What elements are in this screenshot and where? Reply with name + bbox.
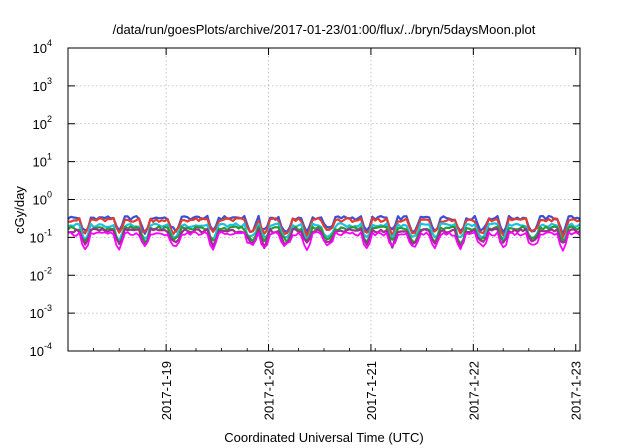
grid — [68, 48, 580, 351]
x-tick-label: 2017-1-22 — [466, 361, 481, 420]
y-tick-exponent: -4 — [44, 341, 52, 351]
plot-border — [67, 47, 581, 352]
y-tick-exponent: 0 — [47, 190, 52, 200]
y-tick-exponent: -2 — [44, 265, 52, 275]
y-tick-exponent: 3 — [47, 76, 52, 86]
axes — [67, 47, 581, 352]
y-tick-exponent: -3 — [44, 303, 52, 313]
y-tick-exponent: 2 — [47, 114, 52, 124]
y-tick-exponent: -1 — [44, 227, 52, 237]
x-tick-label: 2017-1-20 — [262, 361, 277, 420]
y-tick-exponent: 4 — [47, 38, 52, 48]
y-axis-label: cGy/day — [12, 186, 27, 234]
y-tick-exponent: 1 — [47, 152, 52, 162]
series-line — [67, 230, 581, 252]
series-line — [67, 217, 581, 239]
x-tick-label: 2017-1-23 — [569, 361, 584, 420]
series-layer — [67, 214, 581, 252]
x-tick-label: 2017-1-21 — [364, 361, 379, 420]
series-line — [67, 214, 581, 236]
chart-title: /data/run/goesPlots/archive/2017-01-23/0… — [113, 22, 536, 37]
x-tick-labels: 2017-1-19 2017-1-20 2017-1-21 2017-1-22 2017… — [159, 361, 584, 420]
x-axis-label: Coordinated Universal Time (UTC) — [224, 430, 423, 445]
x-tick-label: 2017-1-19 — [159, 361, 174, 420]
